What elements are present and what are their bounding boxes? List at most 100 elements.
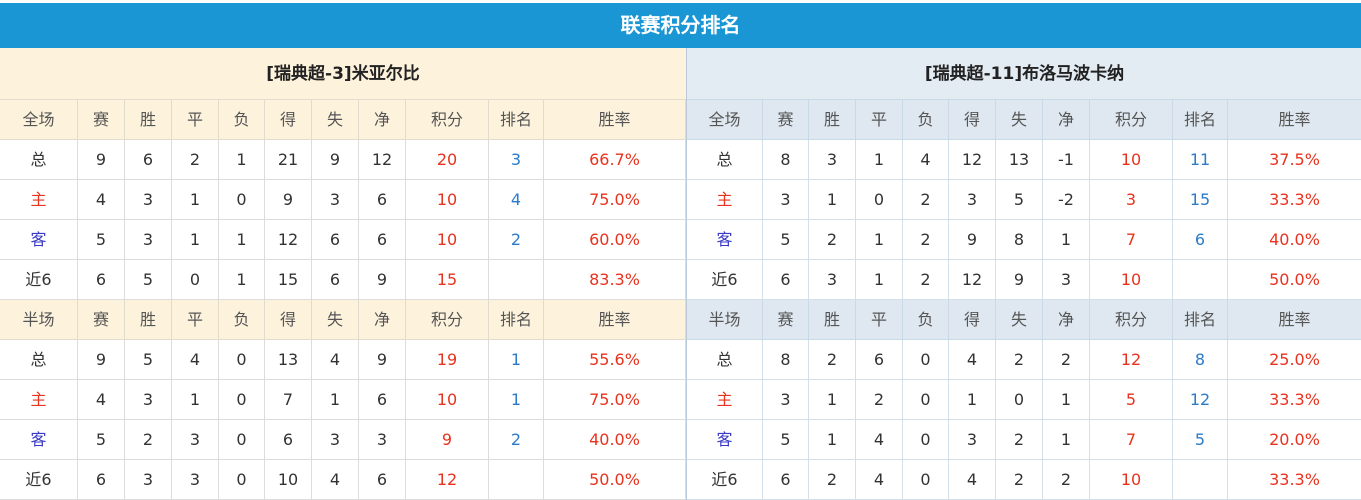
table-cell: 40.0% <box>544 420 686 460</box>
data-row: 总 9 5 4 0 13 4 9 19 1 55.6% <box>0 340 686 380</box>
table-cell: 37.5% <box>1228 140 1361 180</box>
table-cell: 3 <box>809 140 856 180</box>
table-cell: 0 <box>903 420 949 460</box>
table-cell: 主 <box>0 380 78 420</box>
column-header: 平 <box>856 100 903 140</box>
table-cell: 2 <box>172 140 219 180</box>
column-header: 失 <box>312 300 359 340</box>
table-cell: 3 <box>125 380 172 420</box>
table-cell: 2 <box>1043 460 1090 500</box>
table-cell: 4 <box>856 460 903 500</box>
table-cell: 2 <box>856 380 903 420</box>
table-cell: 1 <box>1043 380 1090 420</box>
table-cell: 9 <box>359 340 406 380</box>
table-cell: 4 <box>903 140 949 180</box>
table-cell: 1 <box>219 140 265 180</box>
table-cell: 1 <box>219 260 265 300</box>
table-cell: 5 <box>78 420 125 460</box>
column-header: 胜 <box>809 300 856 340</box>
table-cell: 6 <box>856 340 903 380</box>
column-header: 净 <box>1043 100 1090 140</box>
table-cell: 2 <box>996 420 1043 460</box>
table-cell: 15 <box>265 260 312 300</box>
column-header: 平 <box>172 100 219 140</box>
table-cell: 3 <box>312 180 359 220</box>
table-cell <box>489 260 544 300</box>
table-cell: 4 <box>172 340 219 380</box>
table-cell: 75.0% <box>544 380 686 420</box>
table-cell: 2 <box>809 220 856 260</box>
table-cell: 4 <box>78 380 125 420</box>
column-header: 净 <box>359 100 406 140</box>
column-header: 失 <box>996 100 1043 140</box>
table-cell: 1 <box>856 140 903 180</box>
table-cell: 50.0% <box>1228 260 1361 300</box>
table-cell: 19 <box>406 340 489 380</box>
table-cell: 2 <box>125 420 172 460</box>
table-cell: 6 <box>312 260 359 300</box>
header-row: 半场赛胜平负得失净积分 排名 胜率 <box>687 300 1361 340</box>
table-cell: 3 <box>763 180 809 220</box>
table-cell: 6 <box>78 260 125 300</box>
table-cell: 3 <box>763 380 809 420</box>
table-cell: 9 <box>265 180 312 220</box>
table-cell: 2 <box>1043 340 1090 380</box>
table-cell: 1 <box>949 380 996 420</box>
table-cell: 2 <box>489 220 544 260</box>
column-header: 失 <box>312 100 359 140</box>
table-cell: 13 <box>996 140 1043 180</box>
table-cell: 5 <box>1173 420 1228 460</box>
table-cell: 3 <box>312 420 359 460</box>
table-cell: 9 <box>949 220 996 260</box>
data-row: 近6 6 3 3 0 10 4 6 12 50.0% <box>0 460 686 500</box>
table-cell: 5 <box>763 420 809 460</box>
table-cell: 0 <box>172 260 219 300</box>
data-row: 总 8 3 1 4 12 13 -1 10 11 37.5% <box>687 140 1361 180</box>
table-cell: 2 <box>809 340 856 380</box>
table-cell: 2 <box>996 340 1043 380</box>
column-header: 胜率 <box>1228 300 1361 340</box>
table-cell: 6 <box>763 260 809 300</box>
table-cell: 0 <box>903 460 949 500</box>
table-cell: 总 <box>687 140 763 180</box>
data-row: 主 3 1 0 2 3 5 -2 3 15 33.3% <box>687 180 1361 220</box>
table-cell: 25.0% <box>1228 340 1361 380</box>
column-header: 净 <box>1043 300 1090 340</box>
table-cell: 0 <box>856 180 903 220</box>
table-cell: 7 <box>1090 220 1173 260</box>
table-cell: 0 <box>219 420 265 460</box>
table-cell: 0 <box>219 180 265 220</box>
table-cell: 2 <box>996 460 1043 500</box>
column-header: 赛 <box>763 100 809 140</box>
table-cell: 66.7% <box>544 140 686 180</box>
column-header: 排名 <box>1173 100 1228 140</box>
column-header: 得 <box>265 100 312 140</box>
column-header: 净 <box>359 300 406 340</box>
column-header: 负 <box>219 300 265 340</box>
table-cell: 3 <box>949 420 996 460</box>
table-cell: 8 <box>763 340 809 380</box>
table-cell: 4 <box>949 340 996 380</box>
table-cell: 33.3% <box>1228 180 1361 220</box>
table-cell: 4 <box>78 180 125 220</box>
table-cell: 1 <box>856 220 903 260</box>
table-cell: 3 <box>809 260 856 300</box>
data-row: 总 9 6 2 1 21 9 12 20 3 66.7% <box>0 140 686 180</box>
column-header: 半场 <box>687 300 763 340</box>
table-cell: 1 <box>172 180 219 220</box>
column-header: 积分 <box>406 300 489 340</box>
page: 联赛积分排名 [瑞典超-3]米亚尔比 全场赛胜平负得失净积分 排名 胜率总 9 6 2 1 21… <box>0 3 1361 500</box>
table-cell: 3 <box>125 220 172 260</box>
table-cell: 9 <box>359 260 406 300</box>
table-cell: 主 <box>687 380 763 420</box>
table-cell: 主 <box>0 180 78 220</box>
column-header: 积分 <box>1090 100 1173 140</box>
page-title: 联赛积分排名 <box>0 3 1361 48</box>
column-header: 积分 <box>1090 300 1173 340</box>
table-cell: 9 <box>78 340 125 380</box>
data-row: 主 3 1 2 0 1 0 1 5 12 33.3% <box>687 380 1361 420</box>
team-header: [瑞典超-11]布洛马波卡纳 <box>687 48 1361 100</box>
column-header: 得 <box>949 300 996 340</box>
table-cell: 总 <box>687 340 763 380</box>
column-header: 胜 <box>125 100 172 140</box>
